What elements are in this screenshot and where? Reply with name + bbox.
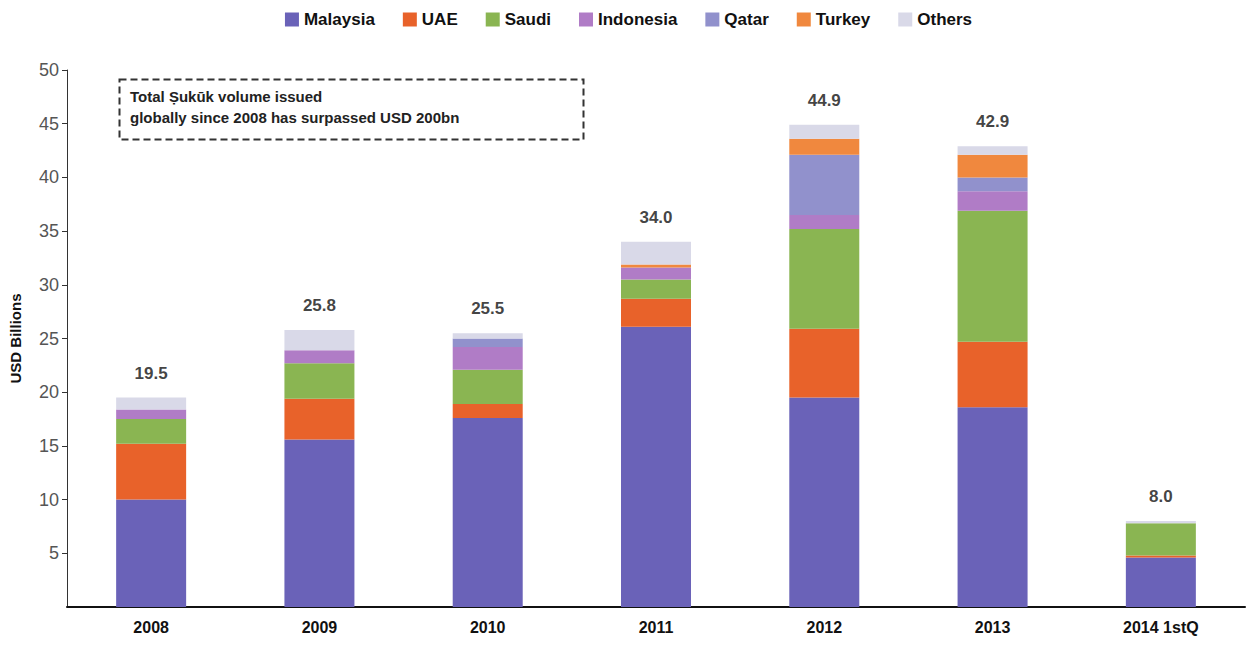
- svg-text:Qatar: Qatar: [724, 10, 769, 29]
- svg-text:42.9: 42.9: [976, 112, 1009, 131]
- svg-text:2008: 2008: [133, 619, 169, 636]
- svg-text:2011: 2011: [639, 619, 674, 636]
- svg-text:15: 15: [39, 436, 59, 456]
- svg-text:2013: 2013: [975, 619, 1011, 636]
- svg-text:2010: 2010: [470, 619, 506, 636]
- svg-text:2014 1stQ: 2014 1stQ: [1123, 619, 1199, 636]
- svg-text:Saudi: Saudi: [505, 10, 551, 29]
- svg-text:25: 25: [39, 329, 59, 349]
- svg-text:25.8: 25.8: [303, 296, 336, 315]
- svg-text:5: 5: [49, 543, 59, 563]
- svg-text:44.9: 44.9: [808, 91, 841, 110]
- svg-text:20: 20: [39, 382, 59, 402]
- svg-text:34.0: 34.0: [639, 208, 672, 227]
- svg-text:UAE: UAE: [422, 10, 458, 29]
- svg-text:40: 40: [39, 167, 59, 187]
- svg-text:Indonesia: Indonesia: [598, 10, 678, 29]
- svg-text:Total Ṣukūk volume issued: Total Ṣukūk volume issued: [130, 88, 322, 105]
- svg-text:Malaysia: Malaysia: [304, 10, 375, 29]
- svg-text:globally since 2008 has surpas: globally since 2008 has surpassed USD 20…: [130, 109, 459, 126]
- svg-text:19.5: 19.5: [135, 364, 168, 383]
- svg-text:Turkey: Turkey: [816, 10, 871, 29]
- svg-text:35: 35: [39, 221, 59, 241]
- svg-text:30: 30: [39, 275, 59, 295]
- svg-text:45: 45: [39, 114, 59, 134]
- svg-text:Others: Others: [917, 10, 972, 29]
- svg-text:2009: 2009: [302, 619, 338, 636]
- svg-text:10: 10: [39, 490, 59, 510]
- svg-text:2012: 2012: [806, 619, 842, 636]
- svg-text:50: 50: [39, 60, 59, 80]
- svg-text:25.5: 25.5: [471, 299, 504, 318]
- svg-text:8.0: 8.0: [1149, 487, 1173, 506]
- svg-text:USD Billions: USD Billions: [7, 293, 24, 383]
